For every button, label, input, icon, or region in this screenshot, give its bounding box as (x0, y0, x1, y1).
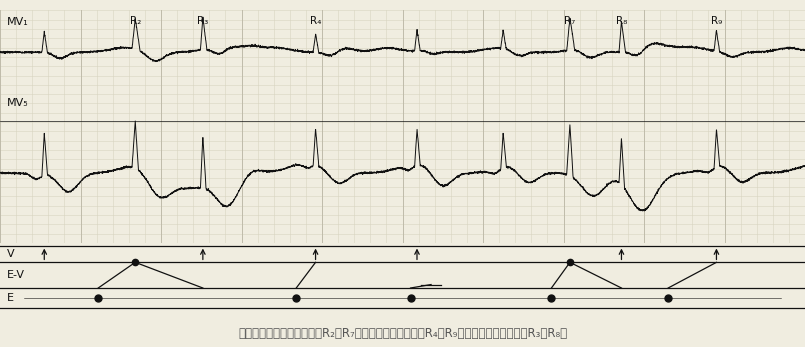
Text: MV₁: MV₁ (6, 17, 28, 27)
Text: R₈: R₈ (616, 16, 627, 26)
Text: V: V (6, 249, 14, 259)
Text: R₄: R₄ (310, 16, 321, 26)
Text: E-V: E-V (6, 270, 24, 280)
Text: E: E (6, 293, 14, 303)
Text: R₇: R₇ (564, 16, 576, 26)
Text: R₉: R₉ (711, 16, 722, 26)
Text: R₂: R₂ (130, 16, 141, 26)
Text: MV₅: MV₅ (6, 99, 28, 108)
Text: 并行性舒张晚期室性早搏（R₂、R₇）及加速的室性逸搏（R₄、R₉）伴折返性室性早搏（R₃、R₈）: 并行性舒张晚期室性早搏（R₂、R₇）及加速的室性逸搏（R₄、R₉）伴折返性室性早… (238, 327, 567, 340)
Text: R₃: R₃ (197, 16, 208, 26)
